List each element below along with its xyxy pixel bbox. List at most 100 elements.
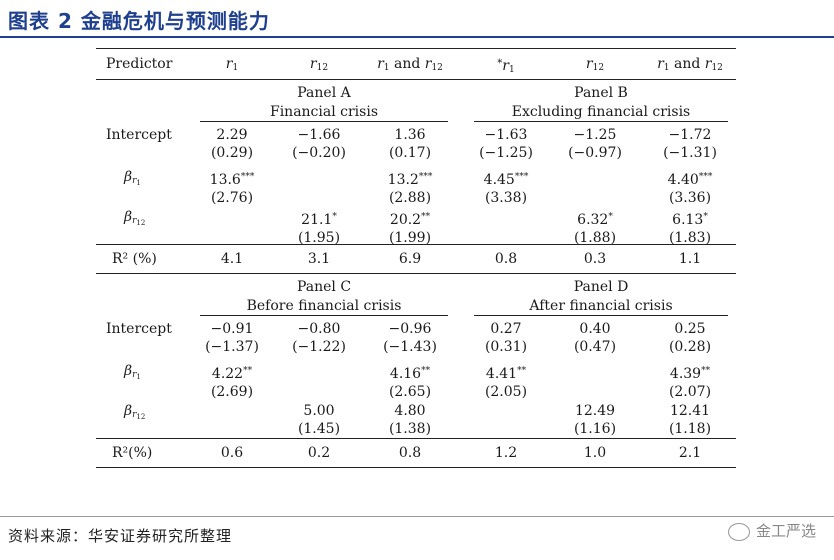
row-label: Intercept [106,127,172,143]
header-col-3-base2: r [424,56,432,72]
panel-heading-row: Panel A Financial crisis Panel B Excluding … [96,80,736,122]
table-cell: 4.80 (1.38) [372,402,448,438]
table-row: βr12 5.00 (1.45) 4.80 (1.38) 12.49 (1.16) 12.41… [96,398,736,438]
footer-divider [0,516,834,517]
coef-value: −1.72 [668,127,712,143]
coef-value: 4.45*** [483,172,529,188]
significance-stars: *** [698,172,713,182]
coef-value: 5.00 [303,403,335,419]
r2-cell: 1.0 [583,445,607,461]
row-label: βr1 [124,362,141,386]
row-label-symbol: β [124,209,133,225]
title-divider [0,36,834,38]
panel-left-underline [200,315,448,316]
panel-left-desc: Before financial crisis [246,298,402,314]
t-stat-value: (−1.25) [479,145,533,161]
significance-stars: ** [421,212,431,222]
row-label-sub: r12 [132,216,146,227]
table-cell: 4.41** (2.05) [474,362,538,401]
header-predictor: Predictor [106,56,173,72]
header-col-6-base2: r [704,56,712,72]
significance-stars: * [608,212,613,222]
table-cell: −0.96 (−1.43) [372,320,448,356]
t-stat-value: (−1.37) [205,339,259,355]
r2-cell: 4.1 [220,251,244,267]
panel-right-name: Panel D [573,279,629,295]
header-col-4-base: r [502,58,509,74]
t-stat-value: (1.45) [297,421,341,437]
wechat-icon [727,522,750,541]
header-col-4: *r1 [474,55,538,79]
coef-value: 4.80 [394,403,426,419]
panel-right-heading: Panel B Excluding financial crisis [466,84,736,122]
coef-value: 13.2*** [387,172,433,188]
row-label: βr12 [124,208,145,232]
r2-row: R²(%) 0.6 0.2 0.8 1.2 1.0 2.1 [96,438,736,467]
table-cell: 4.22** (2.69) [200,362,264,401]
table-cell: 20.2** (1.99) [372,208,448,247]
r2-cell: 0.8 [398,445,422,461]
r2-cell: 0.6 [220,445,244,461]
coef-value: −0.91 [210,321,254,337]
table-cell: 4.45*** (3.38) [474,168,538,207]
coef-value: 2.29 [216,127,248,143]
r2-cell: 0.3 [583,251,607,267]
row-label-sub-index: 1 [136,373,141,381]
r2-label: R²(%) [112,445,153,461]
row-label-sub: r1 [132,370,141,381]
r2-cell: 1.1 [678,251,702,267]
coef-value: 6.32* [577,212,613,228]
header-col-3-mid: and [389,56,425,72]
table-cell: −1.25 (−0.97) [560,126,630,162]
row-label-symbol: β [124,403,133,419]
t-stat-value: (2.76) [210,190,254,206]
header-col-6-mid: and [669,56,705,72]
header-col-1-sub: 1 [232,63,239,73]
coef-value: −0.96 [388,321,432,337]
table-cell: −0.91 (−1.37) [200,320,264,356]
table-cell: 0.27 (0.31) [474,320,538,356]
coef-value: −1.25 [573,127,617,143]
t-stat-value: (2.69) [210,384,254,400]
r2-cell: 2.1 [678,445,702,461]
table-header: Predictor r1 r12 r1 and r12 *r1 r12 r1 a… [96,49,736,80]
header-col-6-sub2: 12 [711,63,723,73]
t-stat-value: (1.18) [668,421,712,437]
panel-right-heading: Panel D After financial crisis [466,278,736,316]
row-label-sub-index: 12 [136,219,146,227]
table-cell: 12.41 (1.18) [652,402,728,438]
table-cell: 13.2*** (2.88) [372,168,448,207]
header-col-6-sub: 1 [663,63,670,73]
table-cell: −1.66 (−0.20) [284,126,354,162]
coef-value: 13.6*** [209,172,255,188]
row-label: βr12 [124,402,145,426]
table-row: βr12 21.1* (1.95) 20.2** (1.99) 6.32* (1.88) 6.… [96,204,736,247]
coef-value: 0.27 [490,321,522,337]
coef-value: −1.63 [484,127,528,143]
table-row: Intercept 2.29 (0.29) −1.66 (−0.20) 1.36 (0.17… [96,122,736,164]
coef-value: 12.49 [574,403,616,419]
t-stat-value: (0.28) [668,339,712,355]
r2-cell: 6.9 [398,251,422,267]
header-col-5-base: r [585,56,593,72]
t-stat-value: (3.36) [668,190,712,206]
significance-stars: ** [421,366,431,376]
page-title: 图表 2 金融危机与预测能力 [8,9,270,33]
t-stat-value: (−0.97) [568,145,622,161]
watermark-text: 金工严选 [755,522,816,540]
table-cell: 21.1* (1.95) [284,208,354,247]
table-cell: 4.16** (2.65) [372,362,448,401]
row-label: Intercept [106,321,172,337]
table-cell: 2.29 (0.29) [200,126,264,162]
t-stat-value: (−1.43) [383,339,437,355]
r2-cell: 0.2 [307,445,331,461]
results-table: Predictor r1 r12 r1 and r12 *r1 r12 r1 a… [96,48,736,468]
t-stat-value: (2.07) [668,384,712,400]
row-label-sub-index: 12 [136,413,146,421]
header-col-6-base: r [657,56,664,72]
table-cell: −1.63 (−1.25) [474,126,538,162]
table-row: Intercept −0.91 (−1.37) −0.80 (−1.22) −0.96 (−… [96,316,736,358]
t-stat-value: (1.38) [388,421,432,437]
r2-cell: 1.2 [494,445,518,461]
panel-left-desc: Financial crisis [269,104,379,120]
